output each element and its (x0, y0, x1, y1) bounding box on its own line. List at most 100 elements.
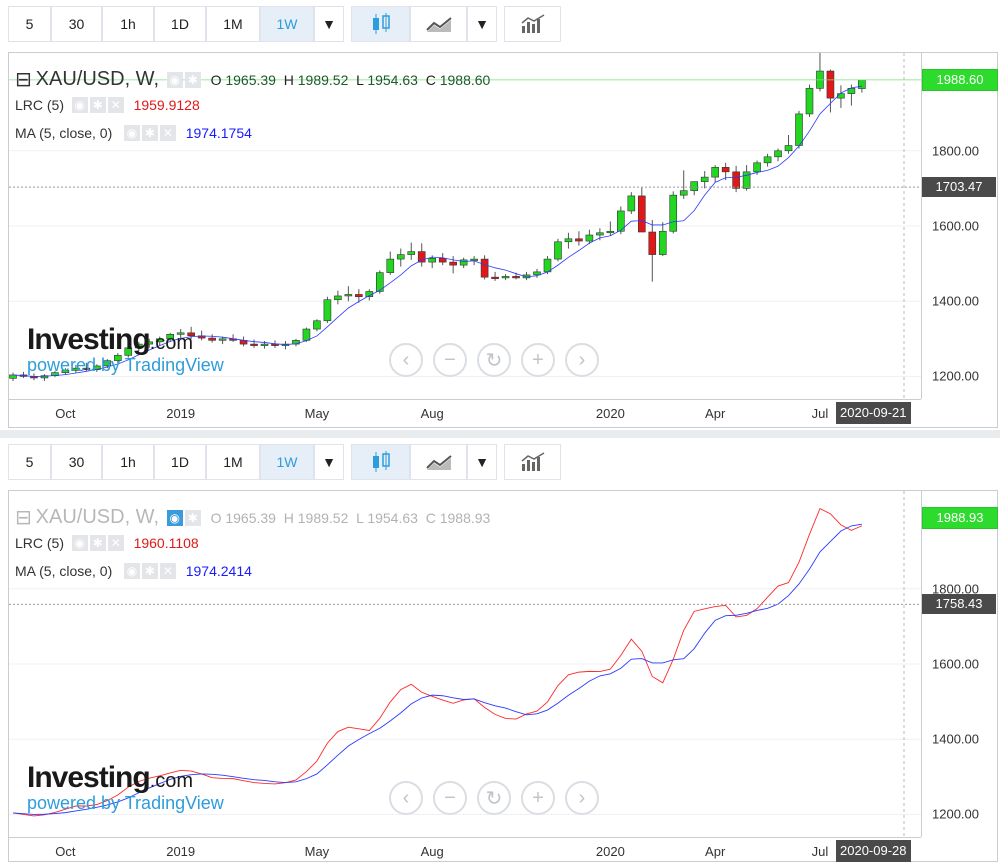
candle-body (742, 171, 751, 189)
gear-icon[interactable]: ✱ (89, 535, 106, 551)
gear-icon[interactable]: ✱ (141, 125, 158, 141)
ohlc-readout: O 1965.39 H 1989.52 L 1954.63 C 1988.60 (210, 71, 491, 88)
candle-body (344, 294, 353, 297)
ma-line (12, 85, 862, 377)
x-tick-label: 2019 (166, 844, 196, 859)
ohlc-readout: O 1965.39 H 1989.52 L 1954.63 C 1988.93 (210, 509, 491, 526)
interval-1m-button[interactable]: 1M (206, 444, 260, 480)
gear-icon[interactable]: ✱ (184, 71, 201, 88)
candle-body (732, 171, 740, 189)
top-chart-panel: 5 30 1h 1D 1M 1W ▼ ▼ ⊟ XAU/USD, W, ◉ ✱ O … (0, 0, 1000, 430)
candle-body (763, 156, 772, 164)
candle-body (103, 360, 112, 367)
close-icon[interactable]: ✕ (159, 563, 176, 579)
lrc-label: LRC (5) (15, 535, 65, 551)
x-tick-label: Apr (705, 844, 726, 859)
gear-icon[interactable]: ✱ (89, 97, 106, 113)
bottom-time-axis[interactable]: Jul Apr 2020 Aug May 2019 Oct 2020-09-28 (9, 837, 921, 866)
y-tick-label: 1800.00 (932, 581, 979, 597)
interval-dropdown-button[interactable]: ▼ (314, 444, 344, 480)
close-icon[interactable]: ✕ (107, 535, 124, 551)
eye-icon[interactable]: ◉ (123, 563, 140, 579)
chart-type-dropdown-button[interactable]: ▼ (467, 6, 497, 42)
interval-1m-button[interactable]: 1M (206, 6, 260, 42)
candle-body (617, 210, 625, 232)
eye-icon[interactable]: ◉ (123, 125, 140, 141)
reset-icon[interactable]: ↻ (477, 781, 511, 815)
caret-down-icon: ▼ (475, 454, 489, 470)
powered-by-text: powered by TradingView (27, 793, 224, 813)
zoom-in-icon[interactable]: + (521, 343, 555, 377)
chevron-right-icon[interactable]: › (565, 781, 599, 815)
interval-1w-button[interactable]: 1W (260, 444, 314, 480)
close-icon[interactable]: ✕ (159, 125, 176, 141)
candle-body (805, 88, 814, 115)
candle-body (596, 232, 604, 236)
candles-button[interactable] (351, 6, 410, 42)
candle-body (480, 258, 489, 278)
x-tick-label: Jul (811, 406, 829, 421)
bottom-plot-area[interactable] (9, 491, 921, 837)
interval-1h-button[interactable]: 1h (102, 444, 154, 480)
candle-body (721, 167, 730, 173)
zoom-out-icon[interactable]: − (433, 343, 467, 377)
interval-1d-button[interactable]: 1D (154, 6, 206, 42)
top-price-axis[interactable]: 1988.60 1703.47 1200.00 1400.00 1600.00 180… (921, 53, 998, 399)
chevron-left-icon[interactable]: ‹ (389, 343, 423, 377)
indicators-button[interactable] (504, 444, 561, 480)
eye-hidden-icon[interactable]: ◉ (166, 509, 183, 526)
collapse-icon[interactable]: ⊟ (15, 69, 32, 91)
interval-30-button[interactable]: 30 (51, 444, 102, 480)
eye-icon[interactable]: ◉ (71, 535, 88, 551)
candle-body (658, 230, 667, 255)
top-time-axis[interactable]: Jul Apr 2020 Aug May 2019 Oct 2020-09-21 (9, 399, 921, 428)
interval-1w-button[interactable]: 1W (260, 6, 314, 42)
interval-1d-button[interactable]: 1D (154, 444, 206, 480)
investing-logo: Investing.com powered by TradingView (27, 761, 224, 813)
candle-body (837, 93, 845, 99)
reset-icon[interactable]: ↻ (477, 343, 511, 377)
chevron-left-icon[interactable]: ‹ (389, 781, 423, 815)
bottom-price-axis[interactable]: 1988.93 1758.43 1200.00 1400.00 1600.00 180… (921, 491, 998, 837)
collapse-icon[interactable]: ⊟ (15, 507, 32, 529)
line-chart-icon (425, 17, 452, 32)
interval-30-button[interactable]: 30 (51, 6, 102, 42)
caret-down-icon: ▼ (475, 16, 489, 32)
x-tick-label: Jul (811, 844, 829, 859)
lrc-legend: LRC (5) ◉ ✱ ✕ 1960.1108 (15, 535, 199, 551)
candles-icon (372, 13, 390, 34)
indicators-icon (521, 14, 544, 33)
interval-5-button[interactable]: 5 (8, 6, 51, 42)
interval-5-button[interactable]: 5 (8, 444, 51, 480)
bottom-toolbar: 5 30 1h 1D 1M 1W ▼ ▼ (0, 438, 1000, 488)
gear-icon[interactable]: ✱ (141, 563, 158, 579)
chart-type-dropdown-button[interactable]: ▼ (467, 444, 497, 480)
line-chart-button[interactable] (410, 444, 467, 480)
candle-body (396, 254, 405, 260)
candle-body (260, 343, 269, 346)
y-tick-label: 1400.00 (932, 293, 979, 309)
candles-icon (372, 451, 390, 472)
candle-body (72, 367, 80, 371)
top-chart[interactable]: ⊟ XAU/USD, W, ◉ ✱ O 1965.39 H 1989.52 L 1… (8, 52, 998, 428)
x-tick-label: Aug (420, 406, 444, 421)
gear-icon[interactable]: ✱ (184, 509, 201, 526)
eye-icon[interactable]: ◉ (71, 97, 88, 113)
interval-dropdown-button[interactable]: ▼ (314, 6, 344, 42)
zoom-out-icon[interactable]: − (433, 781, 467, 815)
top-plot-area[interactable] (9, 53, 921, 399)
zoom-in-icon[interactable]: + (521, 781, 555, 815)
chevron-right-icon[interactable]: › (565, 343, 599, 377)
close-icon[interactable]: ✕ (107, 97, 124, 113)
line-chart-button[interactable] (410, 6, 467, 42)
ma-label: MA (5, close, 0) (15, 563, 113, 579)
candle-body (585, 234, 594, 242)
eye-icon[interactable]: ◉ (166, 71, 183, 88)
bottom-chart[interactable]: ⊟ XAU/USD, W, ◉ ✱ O 1965.39 H 1989.52 L 1… (8, 490, 998, 862)
candle-body (134, 343, 143, 349)
x-tick-label: Aug (420, 844, 444, 859)
interval-1h-button[interactable]: 1h (102, 6, 154, 42)
last-price-tag: 1988.93 (922, 506, 998, 529)
indicators-button[interactable] (504, 6, 561, 42)
candles-button[interactable] (351, 444, 410, 480)
